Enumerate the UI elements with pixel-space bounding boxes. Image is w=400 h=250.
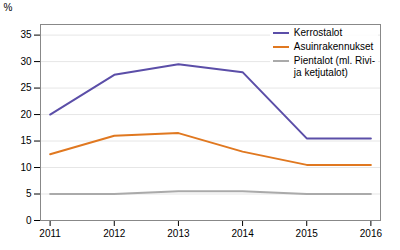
svg-text:10: 10 — [20, 162, 32, 173]
svg-text:%: % — [4, 2, 13, 13]
svg-text:2013: 2013 — [167, 228, 190, 239]
svg-text:30: 30 — [20, 56, 32, 67]
svg-text:5: 5 — [26, 188, 32, 199]
svg-text:2014: 2014 — [231, 228, 254, 239]
html-text:Kerrostalot: Kerrostalot — [293, 27, 343, 38]
html-text:Asuinrakennukset: Asuinrakennukset — [293, 41, 374, 52]
svg-text:2011: 2011 — [39, 228, 61, 239]
svg-text:2016: 2016 — [360, 228, 383, 239]
svg-text:0: 0 — [26, 215, 32, 226]
svg-text:25: 25 — [20, 82, 32, 93]
svg-text:35: 35 — [20, 29, 32, 40]
svg-text:2015: 2015 — [296, 228, 319, 239]
html-text:Pientalot (ml. Rivi- ja ketjut: Pientalot (ml. Rivi- ja ketjutalot) — [293, 55, 375, 78]
svg-text:15: 15 — [20, 135, 32, 146]
svg-text:2012: 2012 — [103, 228, 126, 239]
svg-text:20: 20 — [20, 109, 32, 120]
